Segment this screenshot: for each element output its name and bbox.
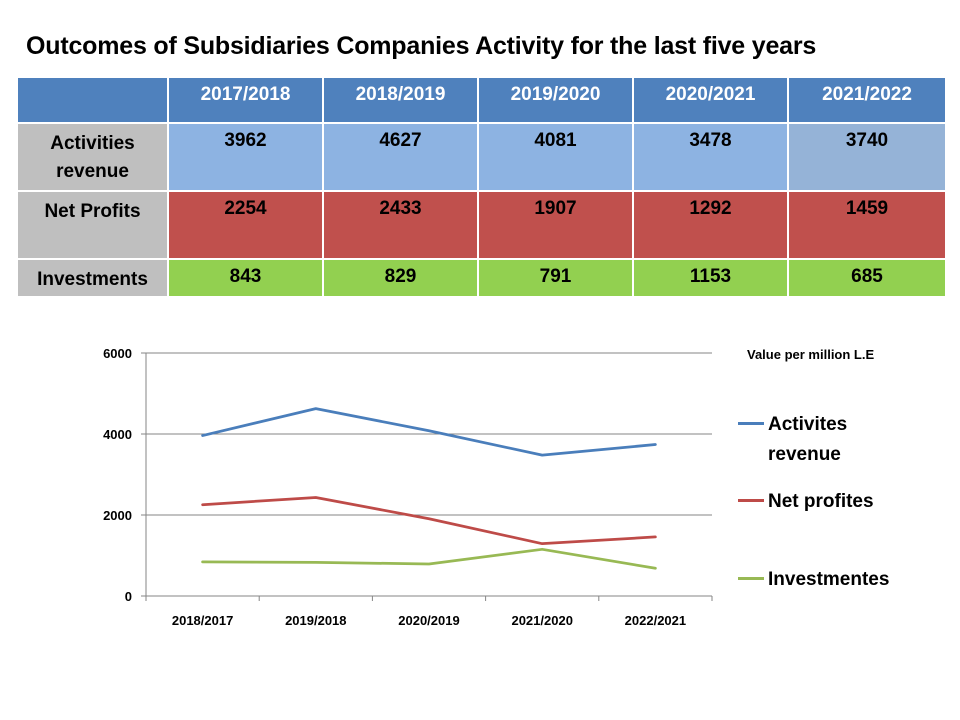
legend-label: Activites revenue [768, 414, 848, 465]
y-tick-label: 0 [125, 589, 132, 604]
y-tick-label: 4000 [103, 427, 132, 442]
column-header: 2018/2019 [322, 76, 479, 124]
row-header: Net Profits [16, 190, 169, 260]
column-header: 2019/2020 [477, 76, 634, 124]
legend-swatch [738, 422, 764, 425]
table-cell: 791 [477, 258, 634, 298]
table-cell: 2433 [322, 190, 479, 260]
series-line [201, 407, 657, 457]
x-tick-label: 2018/2017 [172, 613, 233, 628]
table-cell: 3478 [632, 122, 789, 192]
legend-swatch [738, 577, 764, 580]
table-cell: 1153 [632, 258, 789, 298]
x-tick-label: 2020/2019 [398, 613, 459, 628]
table-cell: 3962 [167, 122, 324, 192]
x-tick-label: 2019/2018 [285, 613, 346, 628]
row-header: Investments [16, 258, 169, 298]
x-tick-label: 2021/2020 [511, 613, 572, 628]
table-row: Activities revenue 3962 4627 4081 3478 3… [16, 122, 947, 192]
table-cell: 685 [787, 258, 947, 298]
table-cell: 829 [322, 258, 479, 298]
table-cell: 1292 [632, 190, 789, 260]
y-tick-label: 2000 [103, 508, 132, 523]
summary-table: 2017/2018 2018/2019 2019/2020 2020/2021 … [16, 76, 947, 298]
table-row: Investments 843 829 791 1153 685 [16, 258, 947, 298]
series-line [201, 547, 657, 570]
table-cell: 4627 [322, 122, 479, 192]
table-row: Net Profits 2254 2433 1907 1292 1459 [16, 190, 947, 260]
chart-annotation: Value per million L.E [747, 347, 875, 362]
y-tick-label: 6000 [103, 346, 132, 361]
table-corner-cell [16, 76, 169, 124]
series-line [201, 496, 657, 546]
table-cell: 3740 [787, 122, 947, 192]
legend-item: Activites revenue [738, 410, 898, 470]
legend-item: Investmentes [738, 565, 898, 595]
legend-swatch [738, 499, 764, 502]
table-cell: 843 [167, 258, 324, 298]
table-header-row: 2017/2018 2018/2019 2019/2020 2020/2021 … [16, 76, 947, 124]
legend-label: Investmentes [768, 569, 890, 590]
column-header: 2017/2018 [167, 76, 324, 124]
table-cell: 1459 [787, 190, 947, 260]
x-tick-label: 2022/2021 [625, 613, 686, 628]
column-header: 2021/2022 [787, 76, 947, 124]
table-cell: 2254 [167, 190, 324, 260]
legend-item: Net profites [738, 487, 898, 517]
table-cell: 4081 [477, 122, 634, 192]
row-header: Activities revenue [16, 122, 169, 192]
page-title: Outcomes of Subsidiaries Companies Activ… [26, 32, 817, 60]
legend-label: Net profites [768, 491, 874, 512]
table-cell: 1907 [477, 190, 634, 260]
column-header: 2020/2021 [632, 76, 789, 124]
